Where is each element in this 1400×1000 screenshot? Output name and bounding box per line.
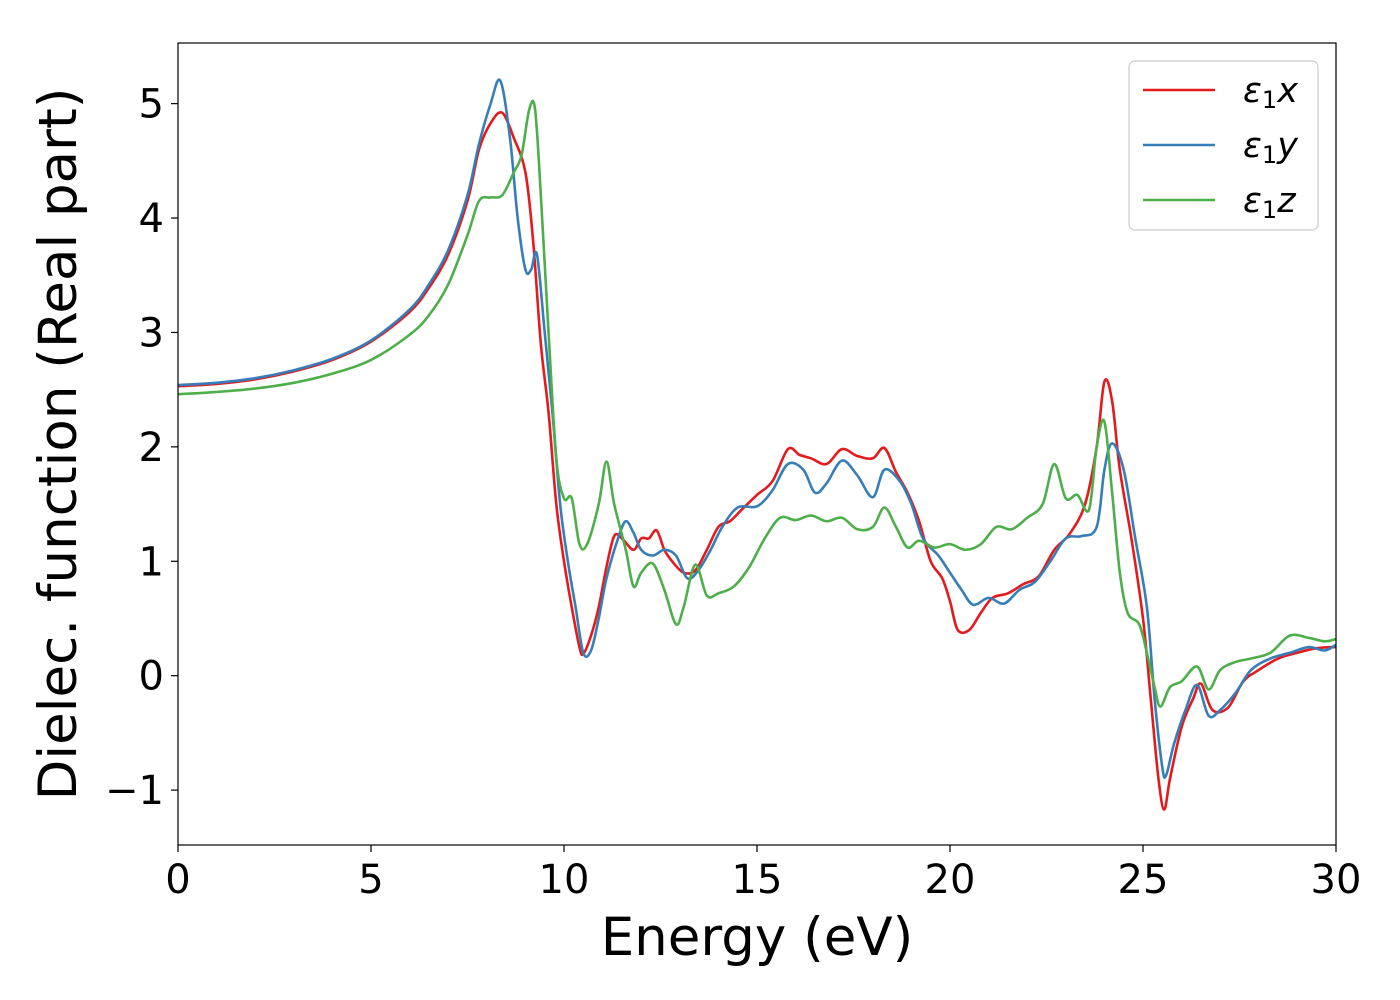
y-tick-label: 5 <box>139 82 164 128</box>
plot-lines <box>178 78 1336 811</box>
series-line-z <box>178 99 1336 708</box>
x-tick-label: 15 <box>732 857 783 903</box>
y-tick-label: 1 <box>139 539 164 585</box>
x-tick-label: 5 <box>358 857 383 903</box>
y-axis: −1 0 1 2 3 4 5 <box>105 82 178 814</box>
series-line-x <box>178 110 1336 811</box>
legend-label-z: ε1z <box>1243 181 1296 224</box>
x-axis: 0 5 10 15 20 25 30 <box>165 845 1361 903</box>
y-axis-title: Dielec. function (Real part) <box>28 88 89 801</box>
y-tick-label: 3 <box>139 310 164 356</box>
legend-label-x: ε1x <box>1243 71 1298 114</box>
x-tick-label: 30 <box>1311 857 1362 903</box>
x-tick-label: 25 <box>1118 857 1169 903</box>
y-tick-label: −1 <box>105 768 164 814</box>
y-tick-label: 4 <box>139 196 164 242</box>
legend-box <box>1128 60 1319 231</box>
x-tick-label: 10 <box>539 857 590 903</box>
x-axis-title: Energy (eV) <box>601 907 914 968</box>
legend-label-y: ε1y <box>1243 126 1299 169</box>
y-tick-label: 2 <box>139 425 164 471</box>
x-tick-label: 20 <box>925 857 976 903</box>
legend: ε1x ε1y ε1z <box>1128 60 1319 231</box>
series-line-y <box>178 78 1336 780</box>
x-tick-label: 0 <box>165 857 190 903</box>
y-tick-label: 0 <box>139 654 164 700</box>
